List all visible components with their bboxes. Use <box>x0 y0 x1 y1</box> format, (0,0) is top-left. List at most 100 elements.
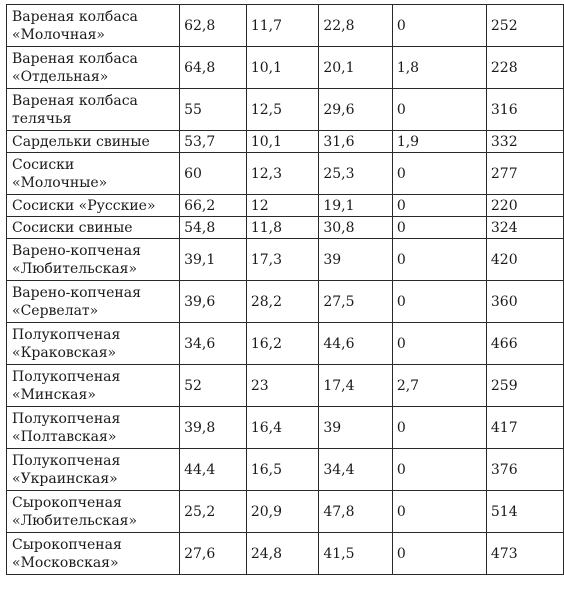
product-name-line: «Любительская» <box>12 512 138 529</box>
product-name-line: Вареная колбаса <box>12 50 138 67</box>
value-cell: 28,2 <box>245 280 320 323</box>
product-name-line: «Отдельная» <box>12 68 109 85</box>
product-name-line: Вареная колбаса <box>12 92 138 109</box>
product-name-line: «Украинская» <box>12 470 118 487</box>
value-cell: 0 <box>391 406 487 449</box>
value-cell: 44,6 <box>318 322 393 365</box>
value-cell: 39 <box>318 238 393 281</box>
table-row: Вареная колбаса «Молочная» 62,8 11,7 22,8 0 25… <box>5 4 564 47</box>
value-cell: 514 <box>485 490 564 533</box>
product-name-cell: Полукопченая «Краковская» <box>5 322 181 365</box>
value-cell: 12,5 <box>245 88 320 131</box>
product-name-line: «Молочная» <box>12 26 105 43</box>
document-page: Вареная колбаса «Молочная» 62,8 11,7 22,8 0 25… <box>5 4 564 575</box>
product-name-line: Вареная колбаса <box>12 8 138 25</box>
value-cell: 24,8 <box>245 532 320 575</box>
value-cell: 0 <box>391 4 487 47</box>
product-name-cell: Вареная колбаса телячья <box>5 88 181 131</box>
value-cell: 360 <box>485 280 564 323</box>
product-name-line: «Московская» <box>12 554 119 571</box>
value-cell: 0 <box>391 280 487 323</box>
value-cell: 16,4 <box>245 406 320 449</box>
value-cell: 252 <box>485 4 564 47</box>
product-name-line: «Сервелат» <box>12 302 99 319</box>
value-cell: 473 <box>485 532 564 575</box>
value-cell: 11,8 <box>245 216 320 239</box>
value-cell: 54,8 <box>179 216 247 239</box>
product-name-cell: Варено-копченая «Любительская» <box>5 238 181 281</box>
value-cell: 0 <box>391 88 487 131</box>
value-cell: 27,6 <box>179 532 247 575</box>
table-row: Сырокопченая «Московская» 27,6 24,8 41,5 0 473 <box>5 532 564 575</box>
value-cell: 0 <box>391 194 487 217</box>
table-row: Вареная колбаса телячья 55 12,5 29,6 0 316 <box>5 88 564 131</box>
product-name-line: Сосиски свиные <box>12 219 133 236</box>
table-row: Сосиски «Русские» 66,2 12 19,1 0 220 <box>5 194 564 217</box>
product-name-cell: Сосиски «Молочные» <box>5 152 181 195</box>
value-cell: 466 <box>485 322 564 365</box>
product-name-cell: Полукопченая «Полтавская» <box>5 406 181 449</box>
product-name-line: «Полтавская» <box>12 428 117 445</box>
product-name-line: Полукопченая <box>12 326 121 343</box>
value-cell: 1,8 <box>391 46 487 89</box>
value-cell: 52 <box>179 364 247 407</box>
value-cell: 29,6 <box>318 88 393 131</box>
table-row: Сосиски «Молочные» 60 12,3 25,3 0 277 <box>5 152 564 195</box>
value-cell: 259 <box>485 364 564 407</box>
table-row: Сырокопченая «Любительская» 25,2 20,9 47,8 0 5… <box>5 490 564 533</box>
value-cell: 0 <box>391 238 487 281</box>
value-cell: 12,3 <box>245 152 320 195</box>
value-cell: 277 <box>485 152 564 195</box>
table-row: Варено-копченая «Сервелат» 39,6 28,2 27,5 0 36… <box>5 280 564 323</box>
value-cell: 324 <box>485 216 564 239</box>
value-cell: 417 <box>485 406 564 449</box>
product-name-line: «Минская» <box>12 386 96 403</box>
product-name-cell: Сырокопченая «Московская» <box>5 532 181 575</box>
product-name-line: «Краковская» <box>12 344 117 361</box>
value-cell: 0 <box>391 152 487 195</box>
value-cell: 25,3 <box>318 152 393 195</box>
product-name-line: Полукопченая <box>12 368 121 385</box>
table-body: Вареная колбаса «Молочная» 62,8 11,7 22,8 0 25… <box>5 4 564 575</box>
table-row: Варено-копченая «Любительская» 39,1 17,3 39 0… <box>5 238 564 281</box>
value-cell: 16,5 <box>245 448 320 491</box>
table-row: Сосиски свиные 54,8 11,8 30,8 0 324 <box>5 216 564 239</box>
value-cell: 34,4 <box>318 448 393 491</box>
product-name-line: Полукопченая <box>12 452 121 469</box>
value-cell: 27,5 <box>318 280 393 323</box>
product-name-line: «Любительская» <box>12 260 138 277</box>
value-cell: 0 <box>391 322 487 365</box>
product-name-cell: Вареная колбаса «Отдельная» <box>5 46 181 89</box>
table-row: Полукопченая «Краковская» 34,6 16,2 44,6 0 466 <box>5 322 564 365</box>
product-name-line: Сардельки свиные <box>12 133 150 150</box>
value-cell: 0 <box>391 448 487 491</box>
value-cell: 53,7 <box>179 130 247 153</box>
value-cell: 12 <box>245 194 320 217</box>
table-row: Полукопченая «Украинская» 44,4 16,5 34,4 0 376 <box>5 448 564 491</box>
product-name-line: Сосиски «Русские» <box>12 197 156 214</box>
value-cell: 1,9 <box>391 130 487 153</box>
value-cell: 0 <box>391 216 487 239</box>
product-name-cell: Сосиски «Русские» <box>5 194 181 217</box>
product-name-line: Полукопченая <box>12 410 121 427</box>
sausage-composition-table: Вареная колбаса «Молочная» 62,8 11,7 22,8 0 25… <box>5 4 564 575</box>
product-name-line: «Молочные» <box>12 174 108 191</box>
product-name-line: Варено-копченая <box>12 284 141 301</box>
value-cell: 64,8 <box>179 46 247 89</box>
value-cell: 66,2 <box>179 194 247 217</box>
value-cell: 16,2 <box>245 322 320 365</box>
value-cell: 332 <box>485 130 564 153</box>
table-row: Сардельки свиные 53,7 10,1 31,6 1,9 332 <box>5 130 564 153</box>
value-cell: 47,8 <box>318 490 393 533</box>
value-cell: 39 <box>318 406 393 449</box>
value-cell: 228 <box>485 46 564 89</box>
table-row: Вареная колбаса «Отдельная» 64,8 10,1 20,1 1,… <box>5 46 564 89</box>
table-row: Полукопченая «Полтавская» 39,8 16,4 39 0 417 <box>5 406 564 449</box>
product-name-cell: Сырокопченая «Любительская» <box>5 490 181 533</box>
value-cell: 17,4 <box>318 364 393 407</box>
value-cell: 2,7 <box>391 364 487 407</box>
product-name-cell: Полукопченая «Украинская» <box>5 448 181 491</box>
product-name-line: телячья <box>12 110 72 127</box>
product-name-cell: Вареная колбаса «Молочная» <box>5 4 181 47</box>
value-cell: 39,1 <box>179 238 247 281</box>
